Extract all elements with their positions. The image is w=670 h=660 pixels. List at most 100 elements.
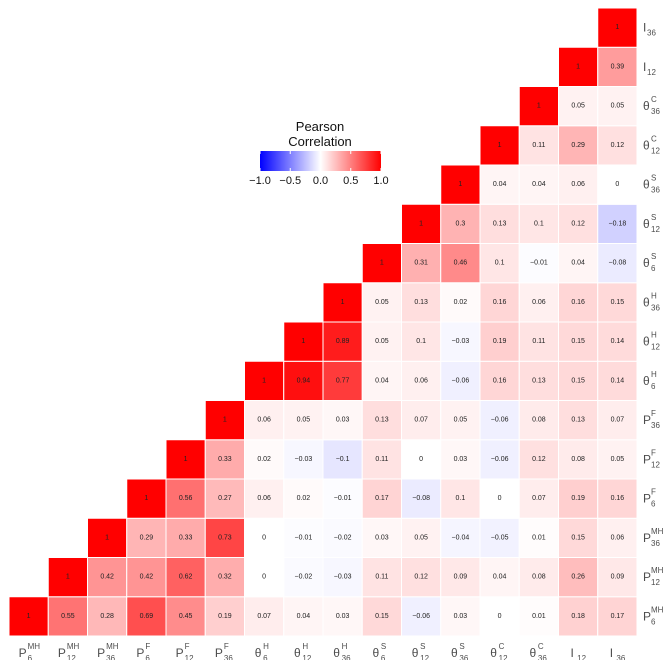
x-tick-sub: 6	[263, 654, 268, 660]
x-tick-label: P MH 6	[19, 642, 41, 660]
cell-value-label: 0.06	[571, 181, 585, 188]
heatmap-cell	[479, 478, 520, 519]
cell-value-label: 0.05	[454, 417, 468, 424]
x-tick-sub: 12	[420, 654, 429, 660]
cell-value-label: 1	[184, 456, 188, 463]
y-tick-sub: 12	[651, 578, 660, 587]
cell-value-label: 0.16	[611, 495, 625, 502]
x-tick-sub: 36	[106, 654, 115, 660]
cell-value-label: 1	[105, 534, 109, 541]
x-tick-base: θ	[530, 646, 537, 660]
cell-value-label: −0.02	[334, 534, 352, 541]
heatmap-cell	[558, 439, 599, 480]
x-tick-sup: H	[302, 642, 308, 651]
heatmap-cell	[440, 360, 481, 401]
cell-value-label: 0.12	[571, 220, 585, 227]
x-tick-base: θ	[294, 646, 301, 660]
x-tick-sub: 6	[28, 654, 33, 660]
heatmap-cell	[361, 321, 402, 362]
heatmap-cell	[479, 282, 520, 323]
cell-value-label: 0.33	[179, 534, 193, 541]
x-tick-label: θ S 12	[412, 642, 430, 660]
heatmap-cell	[558, 282, 599, 323]
y-tick-label: P F 36	[643, 409, 660, 430]
y-tick-sub: 36	[651, 186, 660, 195]
cell-value-label: 0	[262, 574, 266, 581]
cell-value-label: 0.77	[336, 377, 350, 384]
cell-value-label: 0.13	[493, 220, 507, 227]
heatmap-cell	[401, 321, 442, 362]
heatmap-cell	[597, 125, 638, 166]
y-tick-sub: 36	[651, 107, 660, 116]
heatmap-cell	[126, 478, 167, 519]
x-tick-sub: 36	[538, 654, 547, 660]
cell-value-label: 0.05	[375, 338, 389, 345]
y-tick-label: θ S 12	[643, 213, 660, 234]
heatmap-cell	[518, 557, 559, 598]
cell-value-label: 0.05	[611, 456, 625, 463]
heatmap-cell	[440, 164, 481, 205]
cell-value-label: 0.05	[414, 534, 428, 541]
x-tick-label: θ H 36	[333, 642, 351, 660]
x-tick-sup: MH	[106, 642, 119, 651]
y-tick-label: P F 6	[643, 488, 656, 509]
x-tick-base: P	[215, 646, 223, 660]
heatmap-cell	[518, 439, 559, 480]
heatmap-cell	[401, 243, 442, 284]
cell-value-label: 0.12	[532, 456, 546, 463]
heatmap-cell	[479, 517, 520, 558]
cell-value-label: 0.02	[454, 299, 468, 306]
y-tick-base: P	[643, 570, 651, 584]
legend-tick-label: −0.5	[279, 175, 301, 187]
x-tick-sub: 12	[499, 654, 508, 660]
x-tick-label: I 36	[610, 646, 626, 660]
x-tick-base: P	[136, 646, 144, 660]
heatmap-cell	[558, 46, 599, 87]
legend-tick-label: −1.0	[249, 175, 271, 187]
cell-value-label: 0.16	[493, 377, 507, 384]
cell-value-label: 0.05	[611, 103, 625, 110]
heatmap-cell	[244, 360, 285, 401]
cell-value-label: 0	[419, 456, 423, 463]
cell-value-label: 0.09	[454, 574, 468, 581]
cell-value-label: 0.28	[100, 613, 114, 620]
x-tick-sub: 36	[459, 654, 468, 660]
cell-value-label: 0.14	[611, 377, 625, 384]
cell-value-label: 0.08	[571, 456, 585, 463]
cell-value-label: −0.03	[295, 456, 313, 463]
cell-value-label: −0.06	[412, 613, 430, 620]
heatmap-cell	[244, 478, 285, 519]
cell-value-label: 0.07	[611, 417, 625, 424]
cell-value-label: 0.42	[100, 574, 114, 581]
y-tick-sup: H	[651, 331, 657, 340]
heatmap-cell	[440, 596, 481, 637]
cell-value-label: −0.01	[334, 495, 352, 502]
y-tick-sub: 12	[647, 68, 656, 77]
cell-value-label: 0	[498, 495, 502, 502]
cell-value-label: 1	[380, 260, 384, 267]
cell-value-label: 0.11	[532, 338, 545, 345]
heatmap-cell	[204, 439, 245, 480]
heatmap-cell	[401, 282, 442, 323]
y-tick-base: P	[643, 492, 651, 506]
cell-value-label: 0.06	[414, 377, 428, 384]
heatmap-cell	[440, 517, 481, 558]
heatmap-cell	[597, 282, 638, 323]
cell-value-label: 0.07	[414, 417, 428, 424]
cell-value-label: 0.26	[571, 574, 585, 581]
y-tick-sub: 36	[651, 539, 660, 548]
x-tick-sup: F	[185, 642, 190, 651]
cell-value-label: 0	[262, 534, 266, 541]
heatmap-cell	[558, 203, 599, 244]
y-tick-sup: S	[651, 252, 656, 261]
heatmap-cell	[597, 400, 638, 441]
heatmap-cell	[479, 321, 520, 362]
cell-value-label: 0.31	[414, 260, 428, 267]
cell-value-label: 0.04	[375, 377, 389, 384]
y-tick-base: P	[643, 609, 651, 623]
heatmap-cell	[479, 203, 520, 244]
y-tick-sup: F	[651, 409, 656, 418]
cell-value-label: 0.15	[571, 377, 585, 384]
y-tick-sup: MH	[651, 527, 664, 536]
heatmap-cell	[283, 557, 324, 598]
